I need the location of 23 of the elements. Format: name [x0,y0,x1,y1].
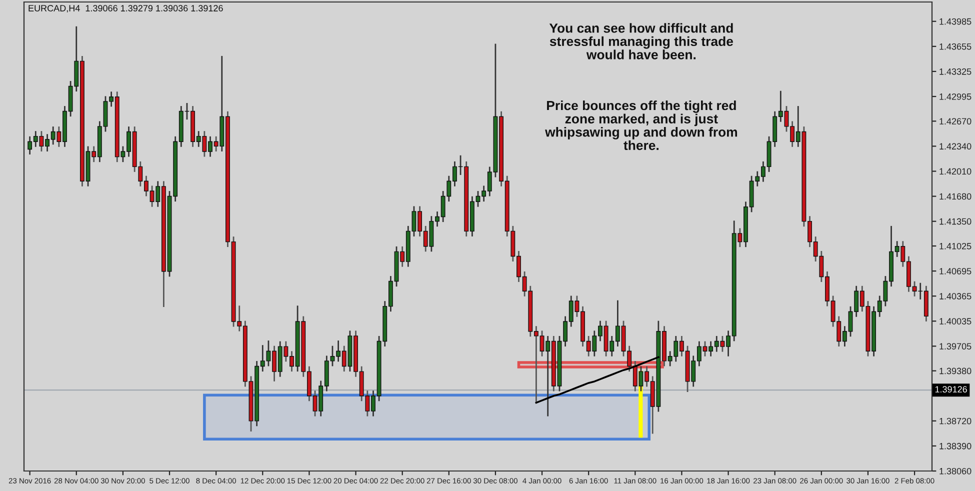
y-tick-label: 1.42340 [940,143,972,150]
y-tick-label: 1.40035 [940,318,972,324]
y-tick-label: 1.40365 [940,293,972,300]
y-tick-label: 1.38390 [940,442,972,450]
y-tick-label: 1.41350 [940,218,972,225]
annotation: Price bounces off the tight red zone marked, and is just whipsawing up and down from there. [545,100,738,150]
y-tick-label: 1.43325 [940,68,972,75]
y-tick-label: 1.42010 [940,168,972,175]
y-tick-label: 1.43985 [940,18,972,25]
y-tick-label: 1.41680 [940,193,972,200]
chart-title: EURCAD,H4 1.39066 1.39279 1.39036 1.39126 [28,5,223,12]
y-tick-label: 1.42670 [940,118,972,125]
y-tick-label: 1.39380 [940,368,972,374]
annotation: You can see how difficult and stressful managing this trade would have been. [549,23,734,60]
y-tick-label: 1.39705 [940,343,972,350]
y-tick-label: 1.41025 [940,242,972,250]
line-series [535,356,660,404]
y-tick-label: 1.38060 [940,468,972,474]
y-tick-label: 1.38720 [940,418,972,424]
ref-line-label: 1.39126 [935,386,967,393]
y-tick-label: 1.42995 [940,93,972,100]
y-tick-label: 1.40695 [940,268,972,274]
y-tick-label: 1.43655 [940,43,972,50]
